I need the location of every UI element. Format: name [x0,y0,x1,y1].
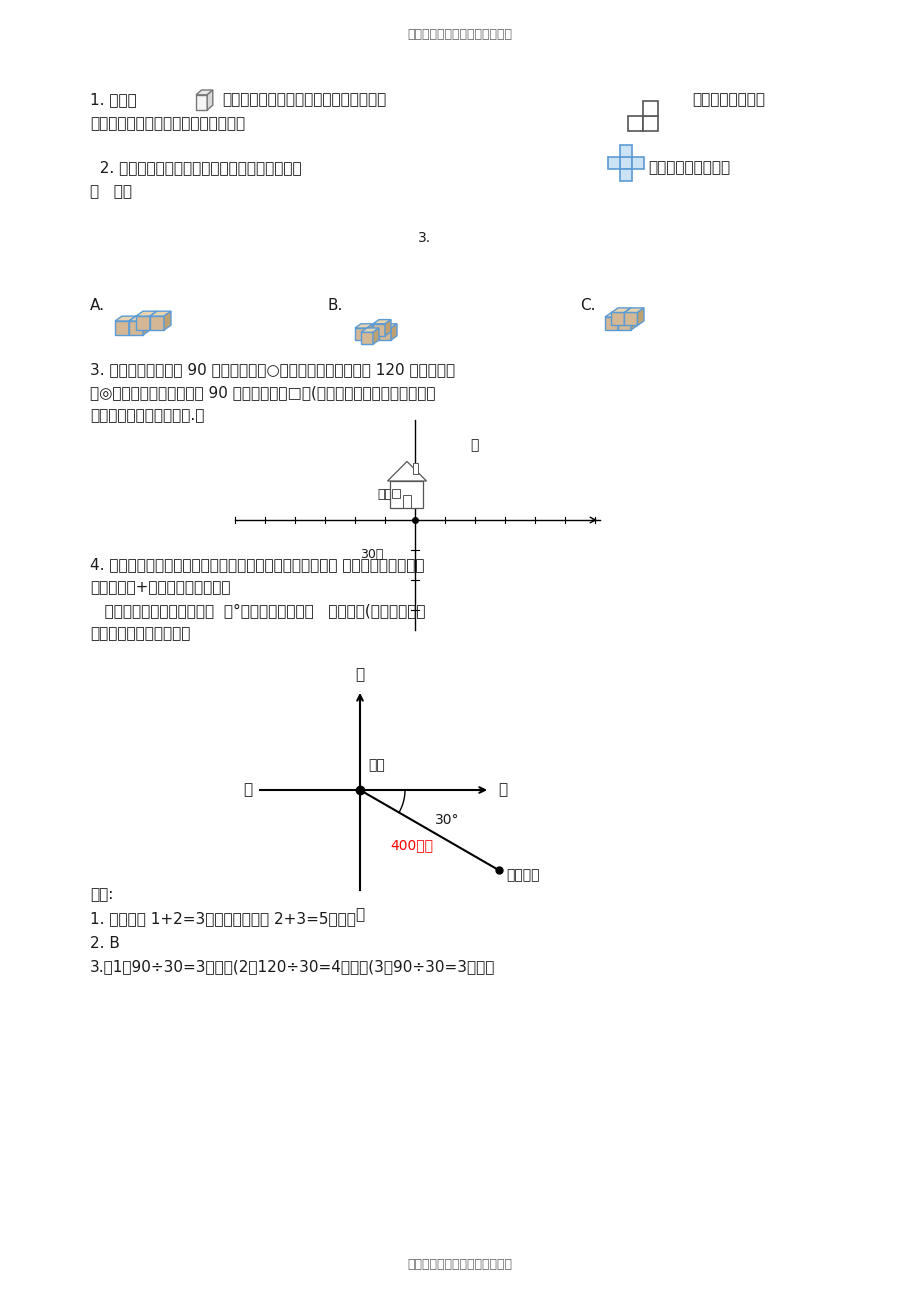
Polygon shape [624,307,630,326]
Polygon shape [379,324,397,328]
Text: 南: 南 [355,907,364,923]
Polygon shape [360,332,372,344]
Polygon shape [624,307,643,312]
Polygon shape [150,311,157,331]
Text: 北: 北 [355,668,364,682]
Polygon shape [618,312,624,329]
Text: 东: 东 [498,783,507,798]
Polygon shape [372,319,391,324]
Text: 1. 最少需要 1+2=3（块）最多需要 2+3=5（块）: 1. 最少需要 1+2=3（块）最多需要 2+3=5（块） [90,911,356,927]
Text: （   ）。: （ ）。 [90,185,131,199]
Polygon shape [164,311,171,331]
Polygon shape [115,316,136,322]
Text: 本市: 本市 [368,758,384,772]
Bar [619,145,631,158]
Text: 400千米: 400千米 [390,838,433,852]
Polygon shape [372,324,384,336]
Polygon shape [196,95,207,109]
Polygon shape [379,328,391,340]
Polygon shape [384,319,391,336]
Text: A.: A. [90,297,105,312]
Polygon shape [129,316,150,322]
Polygon shape [630,312,637,329]
Bar [628,116,642,132]
Text: 30°: 30° [435,812,459,827]
Text: 上◎；动物园在小青家往南 90 米，请你画上□。(提示：先算出实际距离在图上: 上◎；动物园在小青家往南 90 米，请你画上□。(提示：先算出实际距离在图上 [90,385,435,401]
Text: 1. 用一些: 1. 用一些 [90,92,137,108]
Text: 搭了一个立体图形，从正面和右面看都是: 搭了一个立体图形，从正面和右面看都是 [221,92,386,108]
Text: 可以用方向+距离的方式来描述）: 可以用方向+距离的方式来描述） [90,581,231,595]
Text: 是先向东再指向南方向）: 是先向东再指向南方向） [90,626,190,642]
Bar [403,495,411,508]
Polygon shape [142,316,150,335]
Text: 小青家: 小青家 [377,488,399,501]
Polygon shape [360,328,379,332]
Bar [619,158,631,169]
Polygon shape [355,324,372,328]
Bar [619,169,631,181]
Polygon shape [136,311,157,316]
Bar [390,480,423,508]
Polygon shape [150,311,171,316]
Text: 台风中心距离某市东偏南（  ）°方向上，距离是（   ）千米。(提示：东偏南: 台风中心距离某市东偏南（ ）°方向上，距离是（ ）千米。(提示：东偏南 [90,604,425,618]
Polygon shape [355,328,367,340]
Text: 3. 学校在小青家往东 90 米，请你画上○；游乐园在小青家往西 120 米，请你画: 3. 学校在小青家往东 90 米，请你画上○；游乐园在小青家往西 120 米，请… [90,362,455,378]
Polygon shape [624,312,637,326]
Polygon shape [605,312,624,316]
Text: 4. 填一填。你能描述出台风中心距离本市的位置吗？（提示 描述物体的位置时，: 4. 填一填。你能描述出台风中心距离本市的位置吗？（提示 描述物体的位置时， [90,557,424,573]
Polygon shape [129,322,142,335]
Text: 体图形至少需要几块？至多需要几块？: 体图形至少需要几块？至多需要几块？ [90,116,244,132]
Polygon shape [391,324,397,340]
Bar [642,102,657,116]
Text: 3.（1）90÷30=3（个）(2）120÷30=4（个）(3）90÷30=3（个）: 3.（1）90÷30=3（个）(2）120÷30=4（个）(3）90÷30=3（… [90,960,494,974]
Polygon shape [605,316,618,329]
Polygon shape [611,312,624,326]
Text: 台风中心: 台风中心 [506,868,539,881]
Polygon shape [367,324,372,340]
Polygon shape [150,316,164,331]
Polygon shape [367,328,379,340]
Text: ，所搭成的这个立: ，所搭成的这个立 [691,92,765,108]
Polygon shape [637,307,643,326]
Polygon shape [387,461,426,480]
Polygon shape [129,316,136,335]
Polygon shape [618,312,637,316]
Bar [391,490,400,497]
Bar [607,158,619,169]
Text: 用几个格表示，然后再标.）: 用几个格表示，然后再标.） [90,409,204,423]
Text: 小学数学课堂教学精品资料设计: 小学数学课堂教学精品资料设计 [407,29,512,42]
Polygon shape [379,324,384,340]
Polygon shape [618,316,630,329]
Bar [642,116,657,132]
Text: 2. 下面的立体图形中，从前面、左面、上面看到: 2. 下面的立体图形中，从前面、左面、上面看到 [90,160,301,176]
Polygon shape [136,316,150,331]
Text: 北: 北 [470,437,478,452]
Text: 2. B: 2. B [90,936,119,950]
Polygon shape [611,307,630,312]
Polygon shape [372,328,379,344]
Text: 3.: 3. [417,230,431,245]
Text: 的都是的立体图形是: 的都是的立体图形是 [647,160,730,176]
Bar [413,464,418,474]
Text: 答案:: 答案: [90,888,113,902]
Text: B.: B. [328,297,343,312]
Polygon shape [196,90,212,95]
Polygon shape [115,322,129,335]
Text: 30米: 30米 [359,548,383,561]
Bar [631,158,643,169]
Text: 西: 西 [244,783,253,798]
Text: C.: C. [579,297,595,312]
Text: 小学数学课堂教学精品资料设计: 小学数学课堂教学精品资料设计 [407,1259,512,1272]
Polygon shape [367,324,384,328]
Polygon shape [207,90,212,109]
